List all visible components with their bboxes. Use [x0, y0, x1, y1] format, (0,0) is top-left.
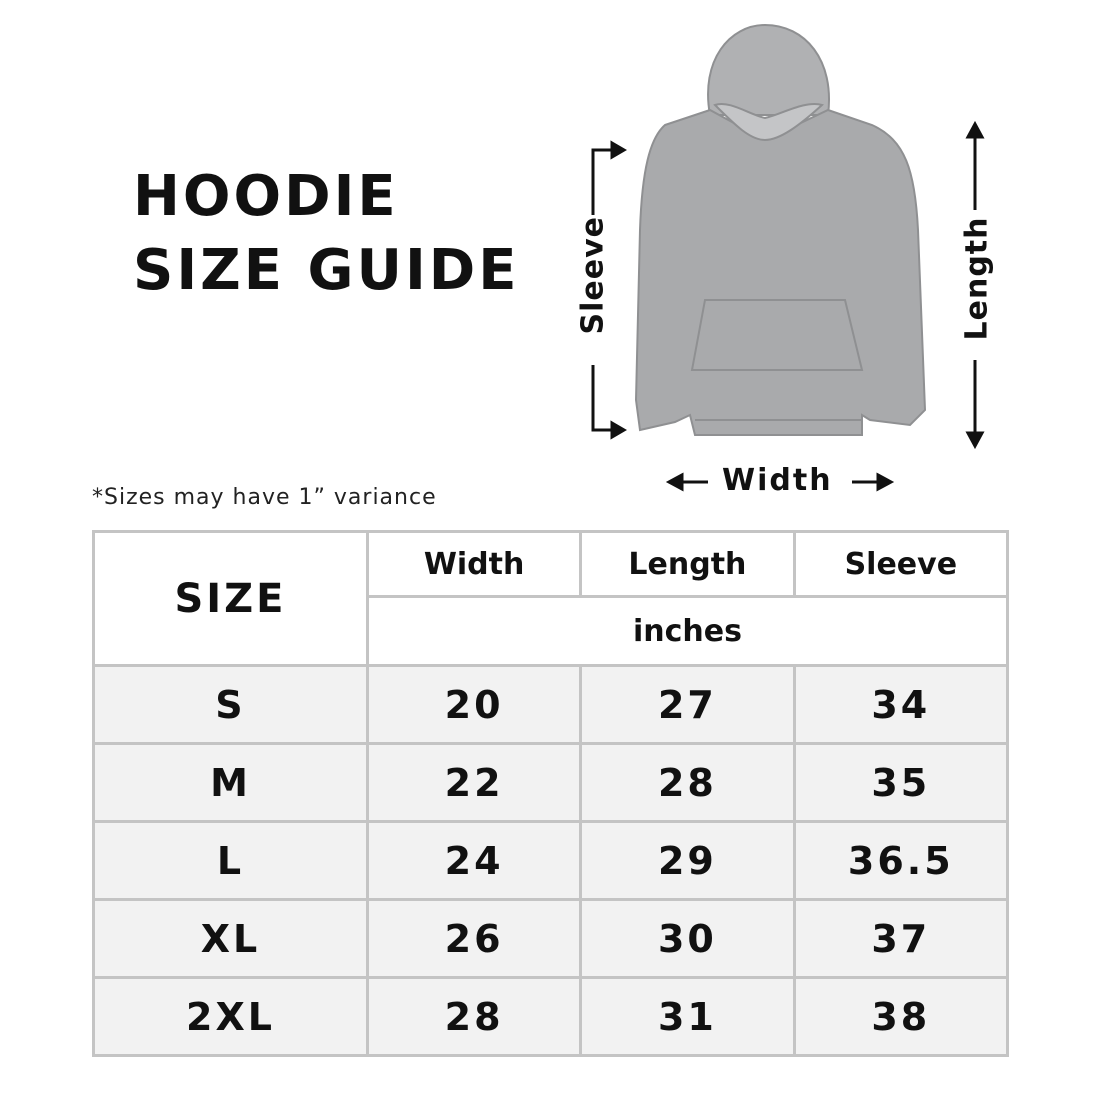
table-row: M 22 28 35	[92, 742, 1010, 823]
size-header: SIZE	[92, 530, 369, 667]
sleeve-label: Sleeve	[575, 216, 611, 335]
title-line-1: HOODIE	[133, 164, 399, 229]
table-row: L 24 29 36.5	[92, 820, 1010, 901]
size-cell: 2XL	[92, 976, 369, 1057]
sleeve-arrow	[591, 140, 627, 440]
length-label: Length	[959, 216, 995, 341]
size-cell: S	[92, 664, 369, 745]
sleeve-cell: 34	[792, 664, 1010, 745]
size-cell: L	[92, 820, 369, 901]
size-cell: M	[92, 742, 369, 823]
length-cell: 29	[579, 820, 796, 901]
width-arrow	[665, 472, 895, 492]
length-cell: 27	[579, 664, 796, 745]
length-cell: 30	[579, 898, 796, 979]
length-cell: 31	[579, 976, 796, 1057]
sleeve-cell: 36.5	[792, 820, 1010, 901]
width-cell: 28	[365, 976, 583, 1057]
size-cell: XL	[92, 898, 369, 979]
unit-label: inches	[365, 595, 1010, 667]
header-row: SIZE Width Length Sleeve	[92, 530, 1010, 667]
column-header-length: Length	[579, 530, 796, 598]
width-label: Width	[722, 463, 833, 498]
width-cell: 22	[365, 742, 583, 823]
sleeve-cell: 35	[792, 742, 1010, 823]
length-arrow	[965, 120, 985, 450]
hoodie-diagram	[591, 23, 985, 492]
title-line-2: SIZE GUIDE	[133, 238, 520, 303]
table-row: S 20 27 34	[92, 664, 1010, 745]
sleeve-cell: 37	[792, 898, 1010, 979]
variance-note: *Sizes may have 1” variance	[92, 485, 437, 510]
width-cell: 20	[365, 664, 583, 745]
hoodie-image	[634, 23, 927, 436]
length-cell: 28	[579, 742, 796, 823]
column-header-sleeve: Sleeve	[792, 530, 1010, 598]
page-title: HOODIE SIZE GUIDE	[133, 160, 520, 308]
column-header-width: Width	[365, 530, 583, 598]
width-cell: 26	[365, 898, 583, 979]
unit-row: inches	[94, 595, 1010, 667]
table-row: XL 26 30 37	[92, 898, 1010, 979]
size-table: SIZE Width Length Sleeve inches S 20 27 34 …	[92, 530, 1010, 1057]
width-cell: 24	[365, 820, 583, 901]
sleeve-cell: 38	[792, 976, 1010, 1057]
table-row: 2XL 28 31 38	[92, 976, 1010, 1057]
